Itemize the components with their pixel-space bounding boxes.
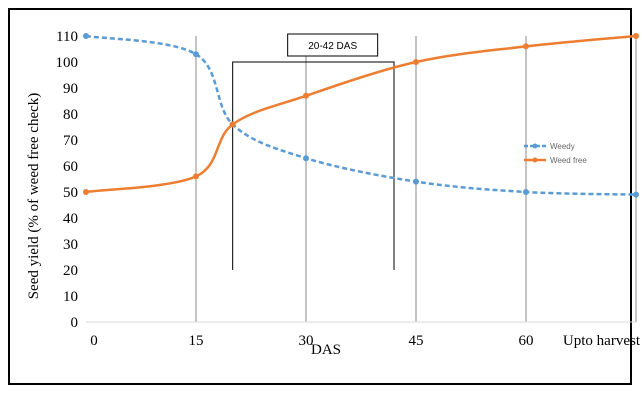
grid-lines — [86, 36, 637, 323]
y-tick-label: 50 — [63, 185, 78, 201]
data-point-weed-free — [523, 43, 529, 50]
data-point-weed-free — [193, 173, 199, 180]
y-tick-label: 80 — [63, 107, 78, 123]
x-axis-ticks: 0 15 30 45 60 Upto harvest — [90, 333, 641, 349]
y-tick-label: 30 — [63, 237, 78, 253]
y-axis-ticks: 0 10 20 30 40 50 60 70 80 90 100 110 — [56, 29, 79, 331]
x-tick-label: 60 — [519, 333, 534, 349]
data-point-weed-free — [303, 92, 309, 99]
x-tick-label: 45 — [409, 333, 424, 349]
annotation-box — [287, 33, 379, 57]
data-point-weedy — [83, 33, 89, 39]
data-point-weedy — [303, 155, 309, 162]
series-layer — [83, 33, 639, 198]
annotation-bracket: 20-42 DAS — [232, 33, 395, 270]
series-line-weedy — [85, 34, 637, 196]
y-tick-label: 100 — [56, 55, 79, 71]
series-line-weed-free — [85, 34, 637, 194]
legend: Weedy Weed free — [524, 142, 587, 165]
data-point-weed-free — [83, 189, 89, 195]
y-tick-label: 90 — [63, 81, 78, 97]
x-axis-title: DAS — [311, 342, 341, 358]
legend-marker-weed-free — [532, 157, 538, 163]
legend-label-weed-free: Weed free — [550, 156, 587, 165]
y-tick-label: 40 — [63, 211, 78, 227]
x-tick-label: 30 — [299, 333, 314, 349]
x-tick-label: 0 — [90, 333, 98, 349]
data-point-weed-free — [413, 59, 419, 65]
y-tick-label: 60 — [63, 159, 78, 175]
data-point-weedy — [413, 178, 419, 185]
annotation-label: 20-42 DAS — [308, 41, 357, 52]
annotation-bracket-line — [232, 61, 395, 270]
y-tick-label: 0 — [71, 315, 79, 331]
data-point-weed-free — [229, 121, 236, 128]
y-tick-label: 110 — [56, 29, 78, 45]
legend-marker-weedy — [532, 143, 538, 149]
y-tick-label: 10 — [63, 289, 78, 305]
y-tick-label: 20 — [63, 263, 78, 279]
legend-label-weedy: Weedy — [550, 142, 575, 151]
data-point-weedy — [523, 189, 529, 195]
data-point-weed-free — [633, 33, 639, 39]
x-tick-label: 15 — [189, 333, 204, 349]
data-point-weedy — [633, 191, 639, 198]
y-axis-title: Seed yield (% of weed free check) — [26, 93, 42, 300]
y-tick-label: 70 — [63, 133, 78, 149]
data-point-weedy — [193, 51, 199, 58]
x-tick-label: Upto harvest — [563, 333, 641, 349]
